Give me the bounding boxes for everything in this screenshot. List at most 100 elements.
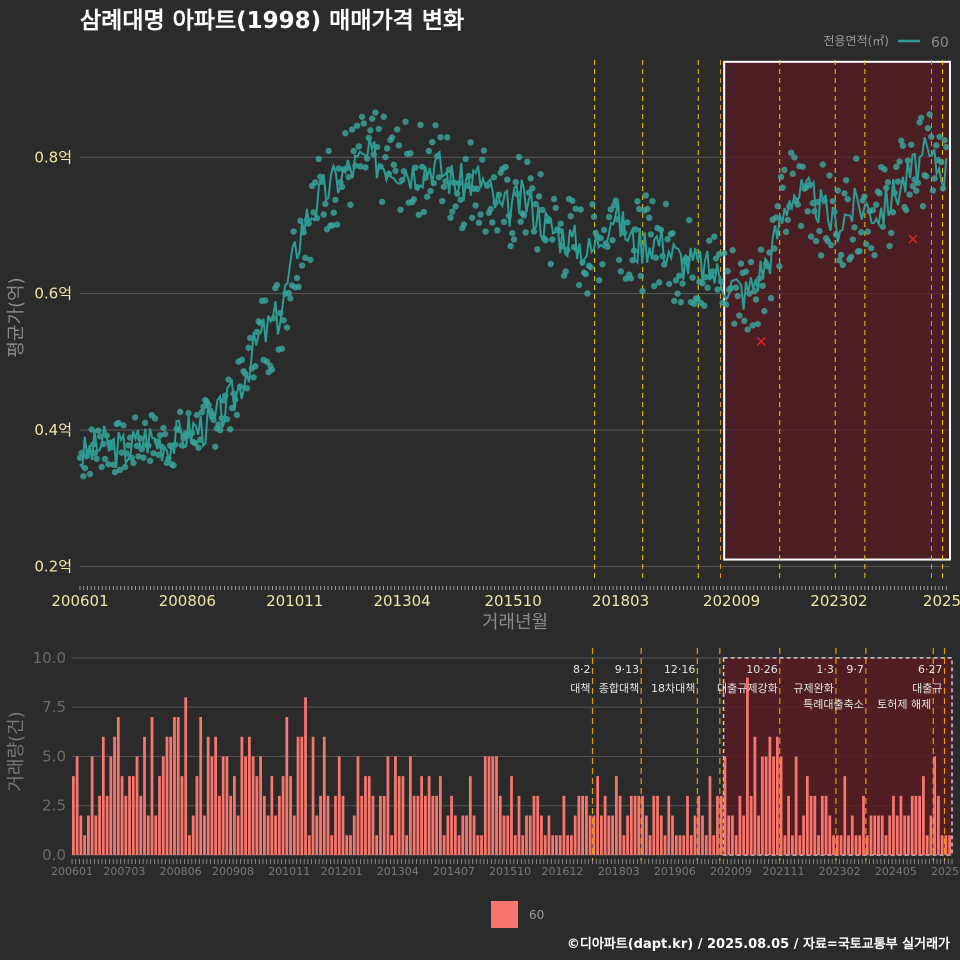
price-data-point [278, 345, 286, 352]
price-data-point [841, 190, 848, 197]
price-data-point [807, 233, 815, 240]
price-data-point [131, 414, 139, 421]
volume-bar [109, 756, 113, 855]
price-data-point [135, 453, 142, 460]
price-data-point [776, 262, 783, 270]
price-data-point [312, 179, 319, 186]
price-data-point [781, 166, 788, 174]
price-data-point [645, 214, 653, 221]
price-data-point [447, 214, 454, 221]
price-data-point [245, 344, 252, 351]
price-data-point [656, 279, 663, 286]
volume-bar [124, 795, 128, 855]
price-data-point [584, 290, 591, 297]
volume-bar [629, 795, 633, 855]
price-data-point [936, 133, 943, 140]
price-data-point [418, 163, 426, 170]
volume-bar [98, 795, 101, 855]
price-data-point [367, 127, 374, 134]
volume-bar [90, 756, 94, 855]
volume-bar [502, 815, 506, 855]
price-data-point [757, 246, 765, 253]
price-data-point [397, 206, 404, 213]
volume-bar [596, 776, 599, 855]
volume-bar [450, 795, 453, 855]
volume-bar [491, 756, 495, 855]
volume-bar [289, 776, 292, 855]
volume-bar [367, 776, 371, 855]
price-data-point [686, 216, 693, 224]
price-data-point [457, 196, 464, 204]
price-data-point [522, 229, 529, 236]
volume-bar [401, 776, 405, 855]
price-data-point [761, 307, 768, 315]
volume-bar [903, 815, 907, 855]
volume-bar [877, 815, 880, 855]
price-data-point [328, 222, 336, 229]
price-data-point [650, 282, 658, 290]
volume-bar [880, 815, 884, 855]
price-x-tick-label: 201011 [266, 592, 323, 610]
volume-bar [322, 736, 326, 855]
price-data-point [250, 374, 257, 381]
event-label-text: 종합대책 [599, 682, 639, 695]
price-data-point [440, 183, 448, 190]
volume-bar [266, 815, 270, 855]
price-data-point [487, 205, 494, 213]
price-data-point [118, 449, 125, 456]
volume-bar [498, 795, 502, 855]
volume-bar [671, 815, 674, 855]
price-data-point [310, 209, 317, 216]
volume-x-tick-label: 201612 [542, 865, 584, 878]
price-data-point [550, 195, 558, 203]
volume-bar [689, 835, 693, 855]
volume-bar [686, 795, 689, 855]
price-x-tick-label: 200601 [51, 592, 108, 610]
volume-x-tick-label: 201510 [489, 865, 531, 878]
price-data-point [754, 320, 761, 328]
price-data-point [238, 356, 246, 364]
volume-x-tick-label: 202508 [931, 865, 960, 878]
volume-bar [603, 795, 607, 855]
volume-bar [420, 776, 423, 855]
volume-bar [607, 815, 611, 855]
volume-bar [236, 815, 240, 855]
price-data-point [410, 196, 418, 203]
price-data-point [247, 334, 254, 342]
volume-bar [277, 795, 281, 855]
price-data-point [923, 173, 930, 180]
price-data-point [837, 251, 845, 259]
price-data-point [502, 163, 509, 171]
price-data-point [787, 149, 795, 156]
price-x-tick-label: 200806 [159, 592, 216, 610]
price-data-point [368, 115, 376, 122]
event-label-text: 규제완화 [793, 682, 833, 695]
volume-bar [693, 815, 697, 855]
price-data-point [816, 227, 823, 235]
price-data-point [872, 201, 880, 208]
price-data-point [156, 432, 164, 439]
volume-bar [884, 835, 888, 855]
volume-bar [573, 815, 577, 855]
volume-bar [633, 795, 637, 855]
price-data-point [864, 228, 872, 235]
price-data-point [734, 292, 741, 300]
price-data-point [876, 190, 883, 197]
volume-bar [588, 815, 592, 855]
price-data-point [482, 228, 489, 235]
volume-bar [506, 815, 510, 855]
volume-bar [379, 795, 382, 855]
price-data-point [480, 147, 488, 154]
price-data-point [575, 281, 583, 289]
volume-bar [817, 835, 820, 855]
volume-bar [161, 756, 165, 855]
price-data-point [817, 252, 825, 259]
volume-x-tick-label: 200601 [51, 865, 93, 878]
price-data-point [155, 451, 162, 459]
price-data-point [569, 197, 576, 205]
price-data-point [737, 260, 745, 267]
price-data-point [590, 213, 598, 220]
event-label-text: 18차대책 [651, 682, 695, 695]
price-data-point [635, 205, 643, 213]
volume-bar [390, 835, 394, 855]
